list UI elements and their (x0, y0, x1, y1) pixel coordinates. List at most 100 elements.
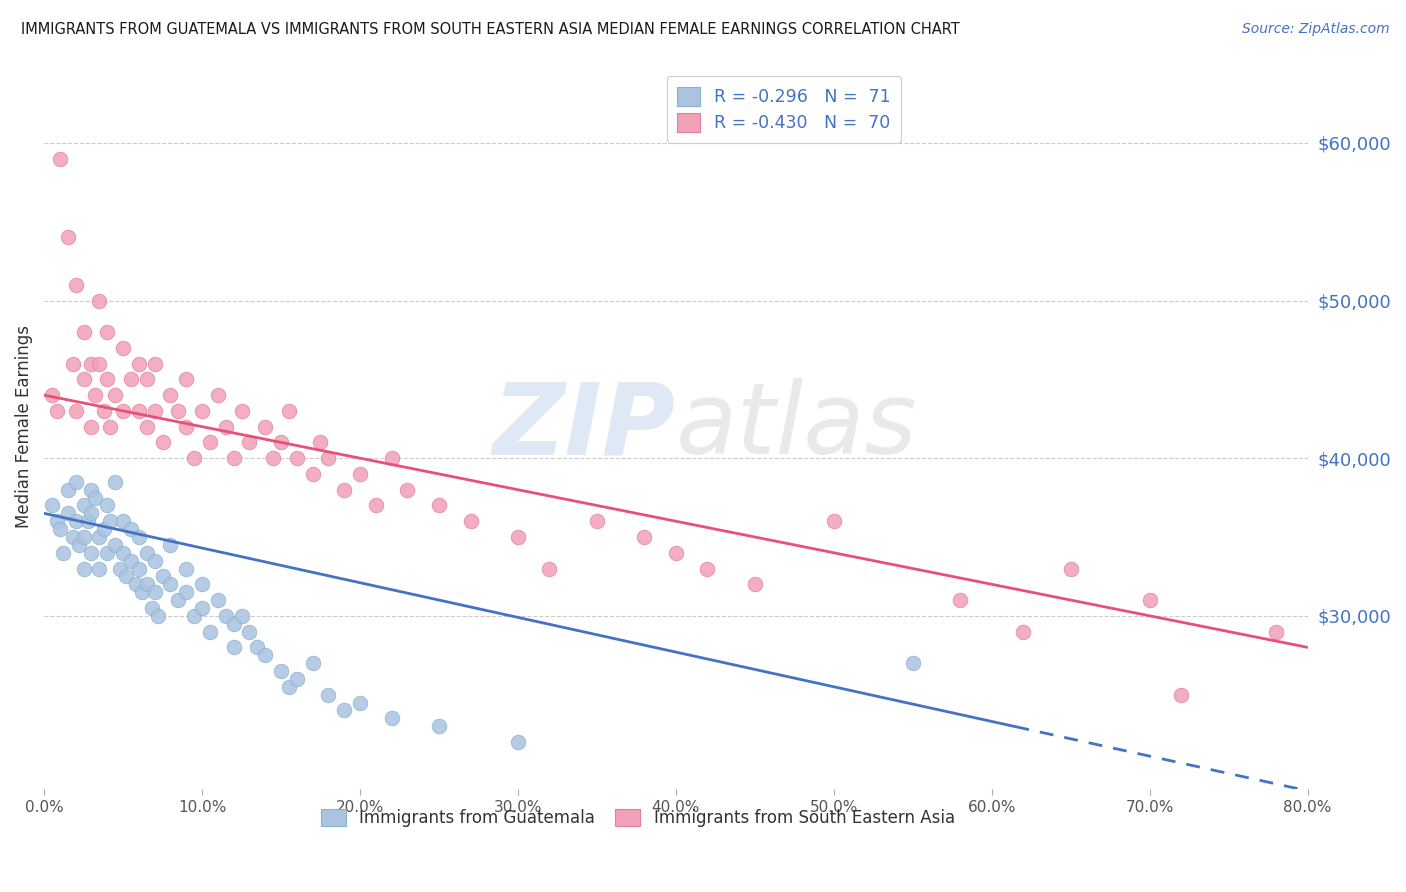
Point (67, 538, 90, 552)
Point (152, 435, 174, 450)
Point (506, 735, 529, 749)
Point (222, 616, 245, 631)
Point (89, 530, 111, 544)
Point (1264, 624, 1286, 639)
Point (135, 372, 157, 386)
Point (56, 506, 79, 520)
Point (128, 561, 150, 575)
Point (83, 388, 105, 402)
Point (231, 404, 253, 418)
Point (901, 656, 924, 670)
Point (41, 388, 63, 402)
Point (333, 483, 356, 497)
Point (254, 648, 277, 663)
Point (143, 357, 166, 371)
Point (318, 451, 340, 466)
Point (100, 514, 122, 528)
Point (318, 688, 340, 702)
Point (309, 435, 332, 450)
Point (41, 499, 63, 513)
Point (72, 561, 94, 575)
Point (135, 577, 157, 591)
Point (207, 593, 229, 607)
Point (215, 419, 238, 434)
Point (112, 514, 135, 528)
Point (427, 499, 450, 513)
Point (167, 404, 190, 418)
Point (141, 601, 163, 615)
Point (460, 514, 482, 528)
Point (108, 561, 131, 575)
Point (174, 561, 197, 575)
Point (380, 451, 402, 466)
Point (104, 538, 127, 552)
Y-axis label: Median Female Earnings: Median Female Earnings (15, 326, 32, 528)
Point (93, 522, 115, 536)
Point (100, 419, 122, 434)
Point (128, 530, 150, 544)
Point (80, 546, 103, 560)
Legend: Immigrants from Guatemala, Immigrants from South Eastern Asia: Immigrants from Guatemala, Immigrants fr… (312, 800, 963, 835)
Point (167, 593, 190, 607)
Point (198, 624, 221, 639)
Point (159, 577, 181, 591)
Point (198, 435, 221, 450)
Point (270, 664, 292, 678)
Point (364, 499, 387, 513)
Point (427, 719, 450, 733)
Point (152, 569, 174, 583)
Point (1139, 593, 1161, 607)
Point (131, 585, 153, 599)
Point (96, 325, 118, 339)
Point (174, 419, 197, 434)
Point (396, 483, 419, 497)
Point (174, 585, 197, 599)
Point (65, 404, 87, 418)
Point (89, 293, 111, 308)
Point (83, 491, 105, 505)
Point (65, 514, 87, 528)
Point (1170, 688, 1192, 702)
Text: IMMIGRANTS FROM GUATEMALA VS IMMIGRANTS FROM SOUTH EASTERN ASIA MEDIAN FEMALE EA: IMMIGRANTS FROM GUATEMALA VS IMMIGRANTS … (21, 22, 960, 37)
Point (52, 546, 75, 560)
Point (277, 680, 299, 694)
Point (301, 656, 323, 670)
Point (238, 624, 260, 639)
Point (333, 703, 356, 717)
Point (207, 388, 229, 402)
Point (112, 546, 135, 560)
Point (191, 601, 214, 615)
Point (246, 640, 269, 655)
Point (744, 577, 766, 591)
Point (80, 483, 103, 497)
Point (72, 325, 94, 339)
Point (696, 561, 718, 575)
Point (254, 419, 277, 434)
Point (49, 522, 72, 536)
Point (380, 711, 402, 725)
Point (89, 357, 111, 371)
Point (665, 546, 688, 560)
Point (65, 475, 87, 489)
Point (72, 372, 94, 386)
Point (586, 514, 609, 528)
Point (120, 372, 142, 386)
Point (80, 357, 103, 371)
Point (222, 640, 245, 655)
Point (277, 404, 299, 418)
Point (112, 404, 135, 418)
Point (143, 404, 166, 418)
Point (115, 569, 138, 583)
Point (72, 499, 94, 513)
Point (72, 530, 94, 544)
Point (231, 608, 253, 623)
Point (65, 277, 87, 292)
Point (96, 546, 118, 560)
Point (238, 435, 260, 450)
Point (45, 514, 67, 528)
Point (285, 451, 308, 466)
Point (56, 230, 79, 244)
Point (285, 672, 308, 686)
Point (222, 451, 245, 466)
Point (96, 499, 118, 513)
